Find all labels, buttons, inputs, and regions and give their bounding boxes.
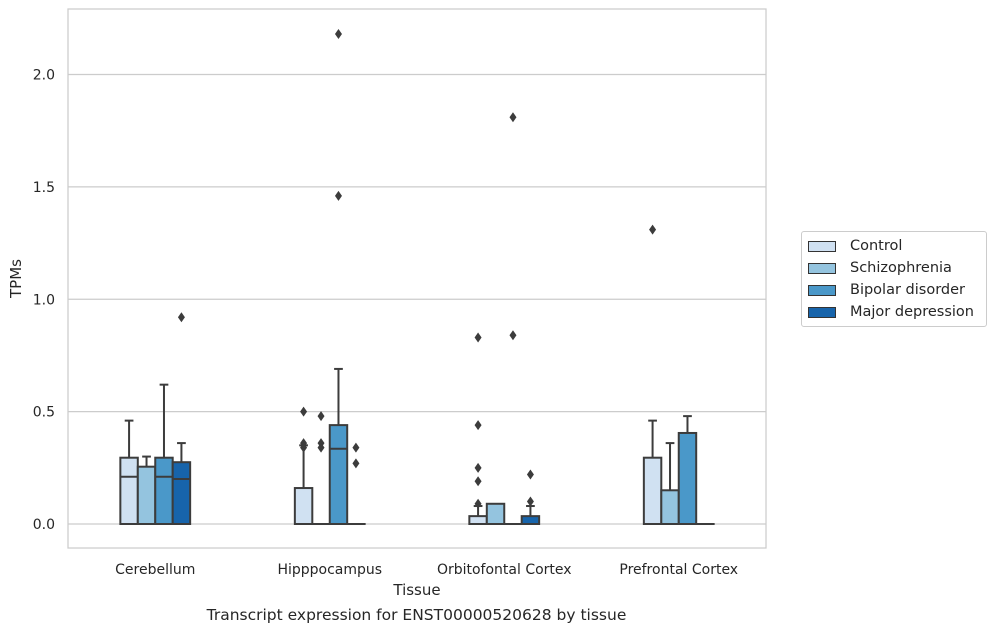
- legend-swatch: [808, 284, 836, 296]
- outlier-point: [300, 442, 308, 453]
- legend-item-bipolar-disorder: Bipolar disorder: [808, 280, 965, 300]
- legend-label: Schizophrenia: [850, 260, 952, 276]
- x-tick-label: Hipppocampus: [277, 562, 382, 578]
- outlier-point: [474, 420, 482, 431]
- x-tick-label: Prefrontal Cortex: [619, 562, 738, 578]
- outlier-point: [526, 469, 534, 480]
- y-tick-label: 0.0: [33, 517, 55, 533]
- y-axis-title: TPMs: [7, 259, 25, 299]
- outlier-point: [526, 496, 534, 507]
- box-iqr: [154, 456, 174, 526]
- outlier-point: [509, 330, 517, 341]
- y-tick-label: 1.5: [33, 180, 55, 196]
- legend: Control Schizophrenia Bipolar disorder M…: [801, 231, 987, 327]
- box-2-0: [468, 332, 488, 525]
- plot-area-frame: [67, 8, 767, 549]
- legend-label: Major depression: [850, 304, 974, 320]
- box-iqr: [468, 515, 488, 525]
- box-0-0: [119, 419, 139, 526]
- box-iqr: [119, 456, 139, 526]
- box-iqr: [642, 456, 663, 526]
- y-tick-label: 1.0: [33, 292, 55, 308]
- figure-caption: Transcript expression for ENST0000052062…: [206, 606, 627, 624]
- box-iqr: [677, 431, 698, 526]
- box-1-1: [311, 411, 331, 526]
- box-1-2: [328, 29, 349, 525]
- outlier-point: [317, 442, 325, 453]
- outlier-point: [177, 312, 185, 323]
- box-iqr: [485, 502, 506, 525]
- tick-labels: 0.0 0.5 1.0 1.5 2.0 Cerebellum Hipppocampus Orb…: [33, 68, 738, 579]
- box-3-0: [642, 224, 663, 526]
- outlier-point: [334, 29, 342, 40]
- boxes: [119, 29, 715, 526]
- legend-item-schizophrenia: Schizophrenia: [808, 258, 952, 278]
- outlier-point: [474, 462, 482, 473]
- legend-item-major-depression: Major depression: [808, 302, 974, 322]
- legend-label: Bipolar disorder: [850, 282, 965, 298]
- box-iqr: [293, 487, 314, 526]
- legend-label: Control: [850, 238, 903, 254]
- x-tick-label: Orbitofontal Cortex: [437, 562, 572, 578]
- x-axis-title: Tissue: [392, 581, 440, 599]
- box-0-2: [154, 383, 174, 526]
- box-iqr: [136, 465, 157, 525]
- outlier-point: [509, 112, 517, 123]
- outlier-point: [352, 458, 360, 469]
- outlier-point: [649, 224, 657, 235]
- legend-swatch: [808, 262, 836, 274]
- box-3-1: [660, 442, 680, 526]
- legend-swatch: [808, 306, 836, 318]
- legend-swatch: [808, 240, 836, 252]
- box-iqr: [171, 461, 192, 526]
- box-iqr: [520, 515, 541, 525]
- outlier-point: [300, 406, 308, 417]
- outlier-point: [474, 498, 482, 509]
- outlier-point: [474, 476, 482, 487]
- y-tick-label: 2.0: [33, 68, 55, 84]
- box-1-0: [293, 406, 314, 526]
- y-tick-label: 0.5: [33, 405, 55, 421]
- box-2-2: [503, 112, 523, 526]
- box-0-1: [136, 455, 157, 525]
- box-iqr: [660, 489, 680, 526]
- outlier-point: [352, 442, 360, 453]
- outlier-point: [474, 332, 482, 343]
- box-3-2: [677, 415, 698, 526]
- outlier-point: [334, 190, 342, 201]
- box-iqr: [328, 424, 349, 525]
- box-0-3: [171, 312, 192, 526]
- legend-item-control: Control: [808, 236, 902, 256]
- outlier-point: [317, 411, 325, 422]
- box-2-1: [485, 502, 506, 525]
- gridlines: [68, 73, 766, 525]
- box-1-3: [346, 442, 366, 526]
- x-tick-label: Cerebellum: [115, 562, 195, 578]
- box-2-3: [520, 469, 541, 525]
